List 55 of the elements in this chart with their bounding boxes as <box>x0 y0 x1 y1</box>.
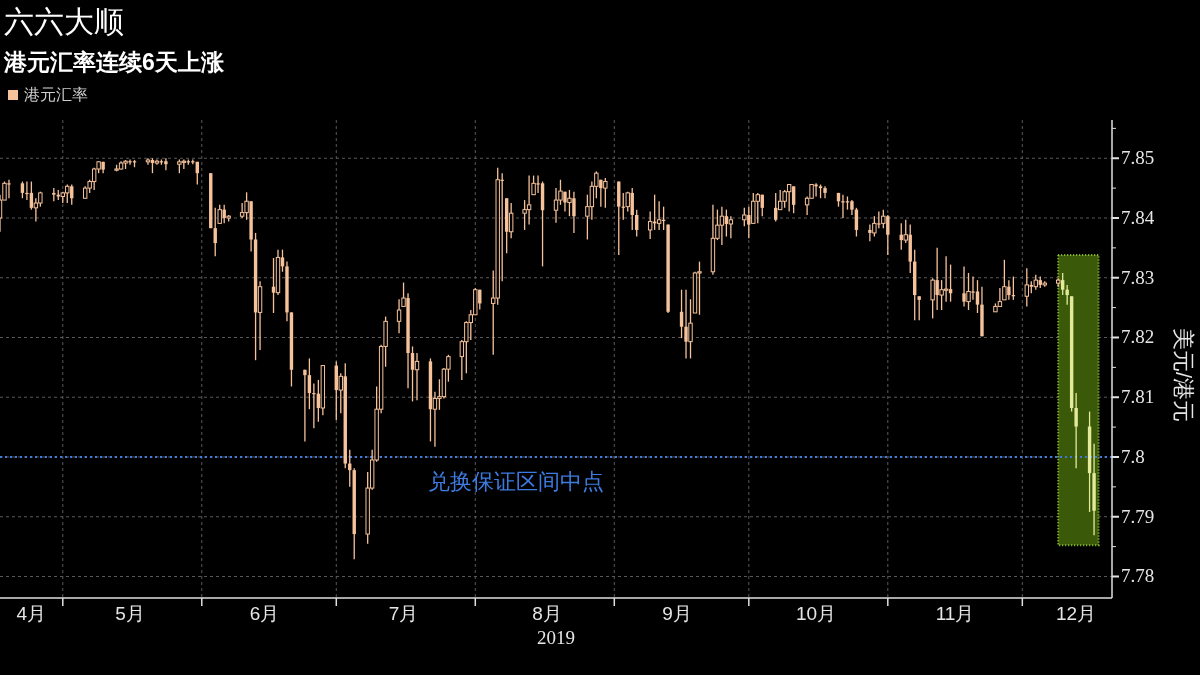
x-axis-title: 2019 <box>537 627 575 648</box>
candlestick <box>724 208 729 238</box>
candlestick <box>567 189 572 217</box>
candlestick <box>755 192 760 225</box>
y-tick-label: 7.83 <box>1121 266 1155 288</box>
candlestick <box>697 260 702 316</box>
ref-line: 兑换保证区间中点 <box>0 456 1113 494</box>
y-tick-label: 7.78 <box>1121 565 1155 587</box>
y-tick-label: 7.82 <box>1121 326 1155 348</box>
x-tick-label: 7月 <box>388 603 419 624</box>
x-tick-label: 8月 <box>532 603 562 624</box>
y-tick-label: 7.84 <box>1121 206 1155 228</box>
candlestick <box>943 255 949 303</box>
candlestick <box>917 295 921 321</box>
candlestick <box>1060 272 1065 296</box>
candlestick <box>239 202 245 219</box>
y-tick-label: 7.79 <box>1121 505 1155 527</box>
candlestick <box>526 174 532 226</box>
x-tick-label: 4月 <box>16 603 47 624</box>
candlestick <box>656 200 662 231</box>
y-tick-label: 7.8 <box>1121 445 1145 467</box>
x-tick-label: 5月 <box>115 603 145 624</box>
x-tick-label: 6月 <box>249 603 280 624</box>
candlestick <box>751 192 756 225</box>
candlestick <box>271 257 276 314</box>
x-tick-label: 10月 <box>795 603 837 624</box>
candlestick <box>791 185 796 214</box>
candlestick <box>728 215 734 239</box>
candlestick <box>872 215 877 238</box>
y-tick-label: 7.85 <box>1121 147 1155 169</box>
candlestick <box>414 352 420 401</box>
legend-label: 港元汇率 <box>24 86 88 103</box>
candlestick <box>719 205 725 246</box>
ref-line-label: 兑换保证区间中点 <box>428 468 605 494</box>
chart-subtitle: 港元汇率连续6天上涨 <box>3 49 225 75</box>
candlestick <box>841 194 845 219</box>
candlestick <box>975 279 980 314</box>
candlestick <box>997 287 1003 308</box>
y-tick-label: 7.81 <box>1121 386 1155 408</box>
chart-title: 六六大顺 <box>4 5 124 38</box>
candlestick <box>303 369 307 443</box>
y-axis-title: 美元/港元 <box>1171 327 1196 423</box>
legend: 港元汇率 <box>8 86 88 103</box>
candlestick <box>312 382 316 429</box>
candlestick <box>1002 259 1007 301</box>
candlestick <box>553 187 559 224</box>
candlestick <box>396 298 402 334</box>
candlestick <box>508 202 514 239</box>
x-tick-label: 9月 <box>662 603 692 624</box>
candlestick <box>1065 284 1069 306</box>
candlestick <box>1074 392 1078 469</box>
candlestick <box>603 177 608 209</box>
x-tick-label: 12月 <box>1056 603 1097 624</box>
candlestick <box>164 157 168 171</box>
x-tick-label: 11月 <box>935 603 975 624</box>
